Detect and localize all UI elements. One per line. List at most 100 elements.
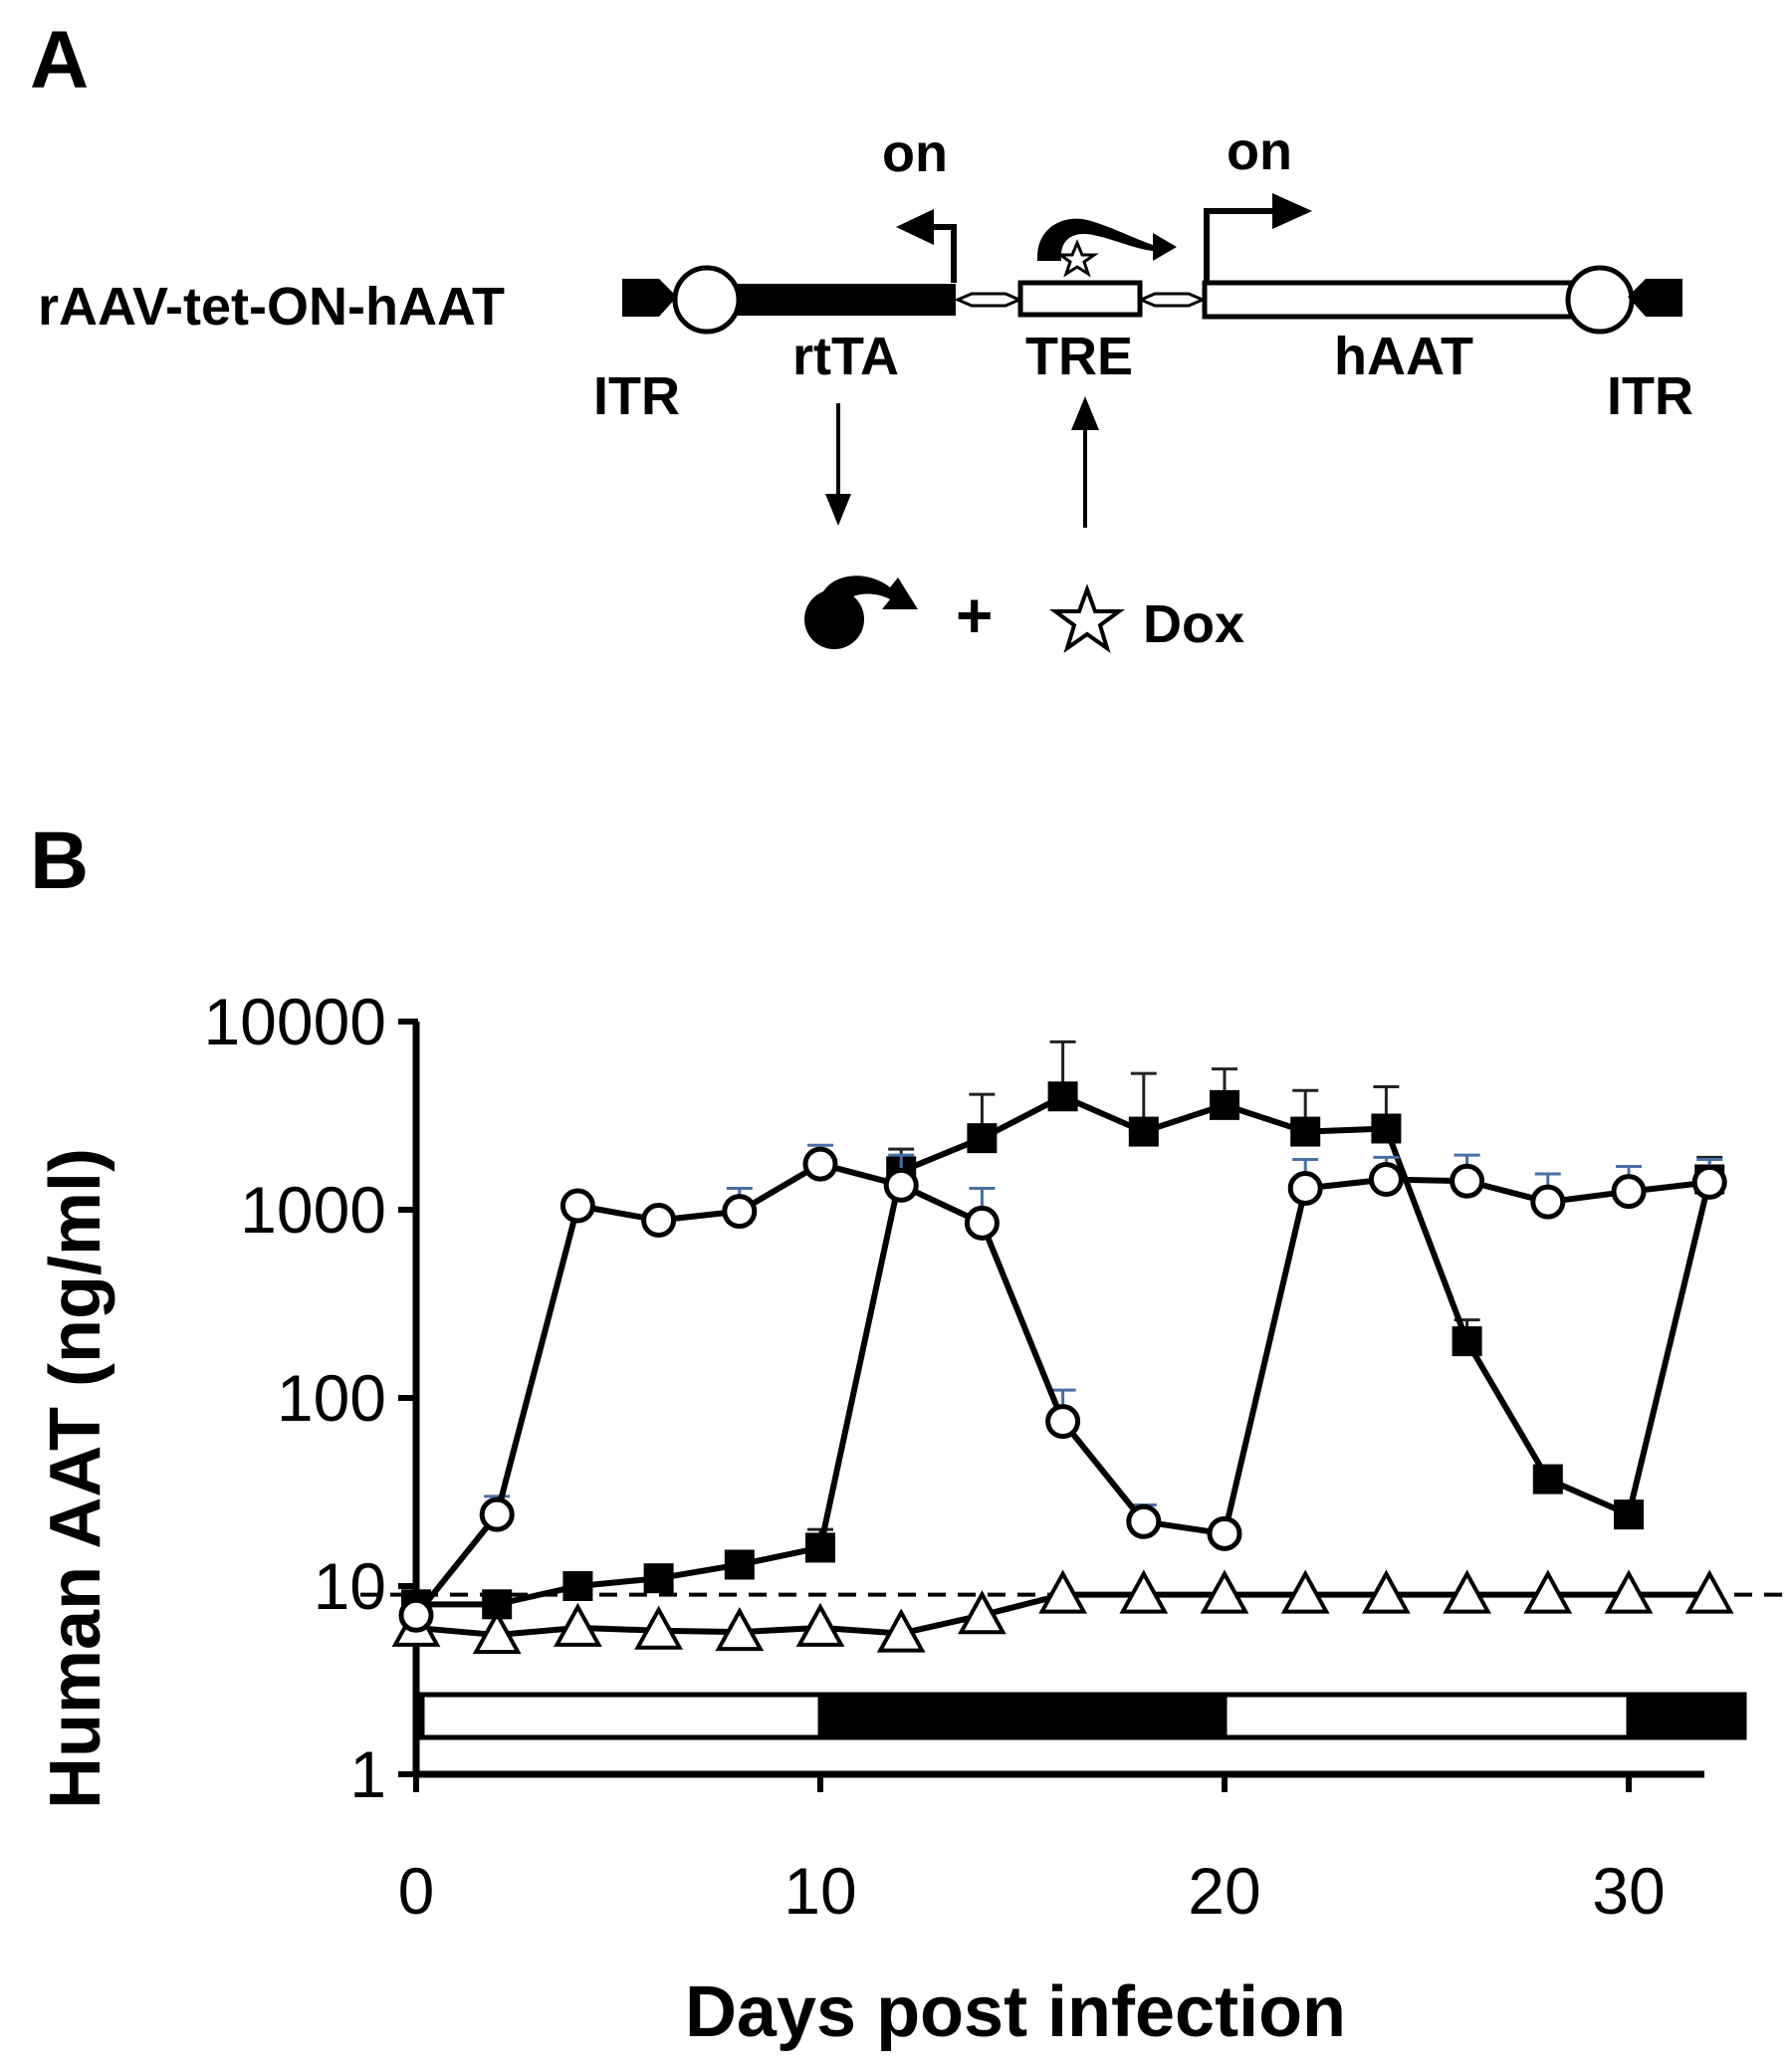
promoter-arrow-left — [896, 209, 957, 283]
data-point-square — [805, 1532, 835, 1563]
data-point-circle — [1126, 1503, 1162, 1539]
construct-name: rAAV-tet-ON-hAAT — [38, 277, 505, 337]
data-point-triangle — [1280, 1569, 1330, 1614]
data-point-triangle — [1684, 1569, 1734, 1614]
tre-label: TRE — [1025, 327, 1133, 386]
y-tick-label: 10 — [314, 1549, 386, 1623]
data-point-triangle — [876, 1608, 926, 1653]
data-point-square — [967, 1123, 998, 1154]
chart-axes — [398, 1019, 1704, 1792]
x-axis-title: Days post infection — [685, 1972, 1346, 2052]
itr-right-circle — [1565, 265, 1635, 335]
x-tick-label: 20 — [1188, 1854, 1260, 1928]
dox-schedule-segment-off — [419, 1692, 823, 1740]
data-point-circle — [722, 1194, 758, 1230]
tre-box — [1017, 280, 1143, 318]
data-point-square — [1371, 1113, 1402, 1144]
y-tick-label: 100 — [277, 1361, 386, 1435]
rtta-gene-bar — [712, 284, 956, 316]
data-point-circle — [1450, 1163, 1485, 1199]
dox-schedule-bar — [419, 1692, 1747, 1740]
chart-b: 1 10 100 1000 10000 0 10 20 30 — [203, 985, 1784, 1928]
data-point-square — [724, 1549, 755, 1580]
data-point-triangle — [1604, 1569, 1654, 1614]
data-point-circle — [1368, 1162, 1404, 1198]
data-point-triangle — [1443, 1569, 1491, 1614]
panel-a-label: A — [30, 15, 89, 106]
arrow-dox-up — [1071, 396, 1099, 528]
itr-right-label: ITR — [1607, 366, 1693, 426]
data-point-triangle — [958, 1590, 1007, 1635]
data-point-square — [562, 1571, 593, 1601]
rtta-dox-complex-icon — [1036, 218, 1177, 278]
panel-b: B 1 10 100 1000 10000 0 10 20 30 Human AAT (ng/… — [30, 815, 1784, 2052]
itr-right-shape — [1628, 279, 1682, 317]
data-point-triangle — [472, 1609, 522, 1655]
plus-sign: + — [956, 579, 993, 651]
spacer-left — [954, 292, 1023, 308]
data-point-square — [1210, 1089, 1239, 1120]
on-label-right: on — [1227, 121, 1292, 181]
series-filled-square — [401, 1039, 1725, 1620]
data-point-square — [1452, 1326, 1482, 1357]
data-point-triangle — [1200, 1569, 1249, 1614]
itr-left-shape — [622, 279, 677, 317]
y-tick-label: 1 — [349, 1737, 386, 1811]
data-point-square — [1614, 1499, 1644, 1530]
data-point-circle — [883, 1167, 919, 1203]
data-point-circle — [1530, 1184, 1566, 1220]
arrow-rtta-down — [825, 403, 851, 526]
itr-left-circle — [672, 265, 742, 335]
data-point-triangle — [1038, 1569, 1087, 1614]
data-point-circle — [1691, 1164, 1727, 1200]
x-tick-label: 0 — [398, 1854, 435, 1928]
y-tick-label: 10000 — [203, 985, 386, 1058]
data-point-circle — [1045, 1404, 1081, 1440]
data-point-square — [482, 1589, 513, 1620]
data-point-square — [1532, 1464, 1563, 1494]
data-point-triangle — [1119, 1569, 1169, 1614]
data-point-triangle — [554, 1602, 602, 1647]
data-point-circle — [1207, 1515, 1242, 1551]
data-point-triangle — [715, 1607, 765, 1652]
data-point-circle — [398, 1597, 434, 1633]
data-point-circle — [964, 1205, 1000, 1241]
data-point-triangle — [795, 1602, 845, 1647]
panel-a: A rAAV-tet-ON-hAAT on on — [30, 15, 1693, 654]
data-point-square — [1047, 1081, 1078, 1112]
data-point-triangle — [1523, 1569, 1573, 1614]
promoter-arrow-right — [1204, 193, 1312, 283]
data-point-circle — [641, 1202, 677, 1238]
haat-label: hAAT — [1334, 327, 1473, 386]
panel-b-label: B — [30, 815, 89, 906]
dox-schedule-segment-on — [1626, 1692, 1747, 1740]
dox-star-icon — [1048, 583, 1126, 653]
x-tick-label: 30 — [1592, 1854, 1665, 1928]
y-tick-label: 1000 — [240, 1173, 386, 1247]
series-open-circle — [398, 1143, 1727, 1633]
data-point-circle — [479, 1496, 515, 1532]
data-point-circle — [560, 1188, 595, 1224]
dox-schedule-segment-off — [1222, 1692, 1632, 1740]
series-open-triangle — [391, 1569, 1734, 1655]
data-point-square — [1128, 1116, 1159, 1147]
dox-schedule-segment-on — [817, 1692, 1228, 1740]
on-label-left: on — [882, 123, 948, 183]
data-point-circle — [1611, 1174, 1647, 1210]
spacer-right — [1137, 292, 1207, 308]
data-point-triangle — [634, 1605, 683, 1650]
y-axis-title: Human AAT (ng/ml) — [36, 1148, 115, 1809]
dox-label: Dox — [1143, 594, 1244, 654]
y-tick-labels: 1 10 100 1000 10000 — [203, 985, 386, 1811]
series-line — [416, 1093, 1713, 1608]
rtta-label: rtTA — [792, 327, 899, 386]
x-tick-labels: 0 10 20 30 — [398, 1854, 1666, 1928]
chart-series — [391, 1039, 1734, 1655]
data-point-square — [1290, 1116, 1321, 1147]
rtta-protein-icon — [804, 575, 918, 649]
itr-left-label: ITR — [593, 366, 680, 426]
data-point-square — [643, 1563, 674, 1594]
data-point-circle — [802, 1146, 838, 1182]
haat-gene-bar — [1202, 280, 1591, 320]
